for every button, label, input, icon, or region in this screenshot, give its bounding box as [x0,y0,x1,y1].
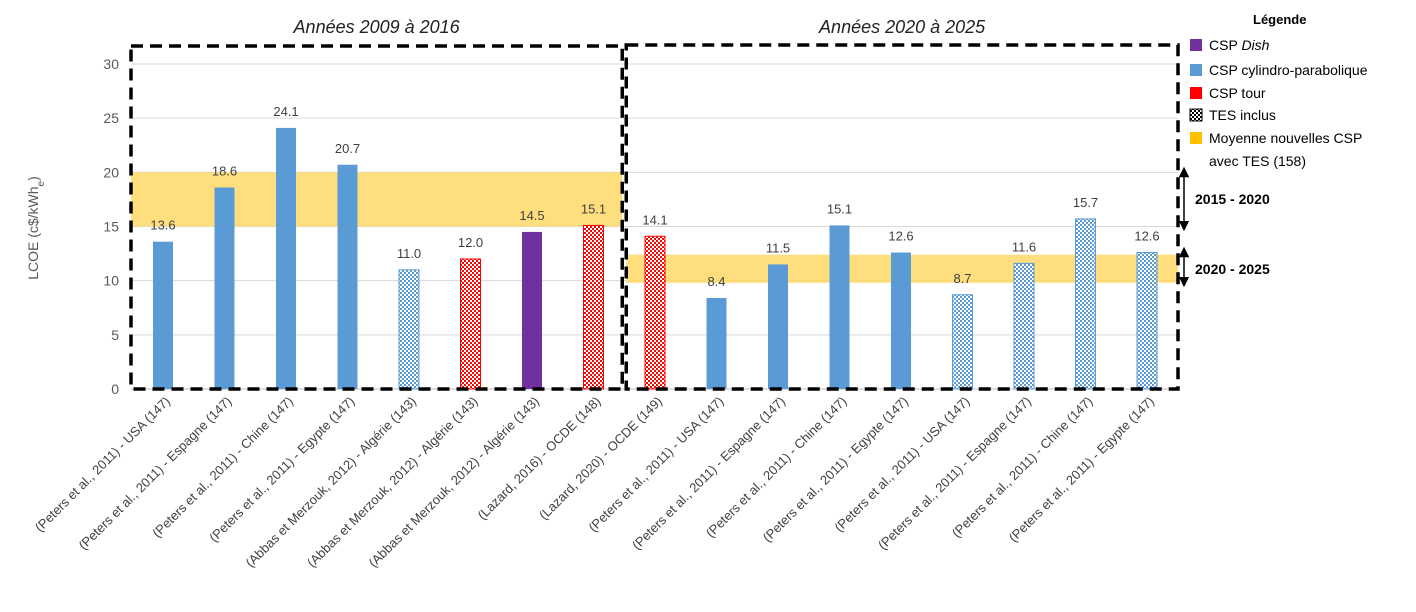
value-label-14: 11.6 [1012,239,1036,254]
legend-swatch-cyl [1190,64,1202,76]
value-label-3: 20.7 [335,141,360,156]
category-labels: (Peters et al., 2011) - USA (147) (Peters… [32,394,1157,571]
value-label-15: 15.7 [1073,195,1098,210]
value-label-2: 24.1 [273,104,298,119]
bars [153,127,1158,390]
value-label-12: 12.6 [888,229,913,244]
legend-label-emphasis: Dish [1241,37,1269,53]
legend-swatch-tes [1189,108,1203,122]
bar-2 [276,127,296,390]
bar-15 [1075,218,1096,390]
bar-16 [1136,252,1158,390]
value-label-0: 13.6 [150,218,175,233]
y-axis-label: LCOE (c$/kWhe) [25,176,47,280]
bar-8 [644,235,666,390]
legend-swatch-band [1190,132,1202,144]
band-range-label-0: 2015 - 2020 [1195,191,1270,207]
y-tick-label: 15 [103,219,119,235]
panel-title-1: Années 2020 à 2025 [818,17,986,37]
value-label-4: 11.0 [397,246,421,261]
value-labels: 13.6 18.6 24.1 20.7 11.0 12.0 14.5 15.1 14.1 8.4 1… [150,104,1159,289]
panel-frames [129,43,1180,391]
bar-7 [583,224,604,390]
legend-swatch-tour [1190,87,1202,99]
value-label-5: 12.0 [458,235,483,250]
bar-12 [891,252,911,389]
y-tick-label: 5 [111,327,119,343]
bar-5 [460,258,481,390]
bar-0 [153,241,173,389]
value-label-9: 8.4 [707,274,725,289]
value-label-7: 15.1 [581,201,606,216]
legend-swatch-dish [1190,39,1202,51]
legend: Légende CSP Dish CSP cylindro-parabolique C… [1189,12,1368,169]
category-label-0: (Peters et al., 2011) - USA (147) [32,394,173,535]
legend-label-dish: CSP Dish [1209,37,1270,53]
y-axis-label-end: ) [25,176,41,181]
legend-label-tour: CSP tour [1209,85,1266,101]
category-label-9: (Peters et al., 2011) - USA (147) [585,394,726,535]
y-axis: 0 5 10 15 20 25 30 LCOE (c$/kWhe) [25,56,119,397]
bar-11 [829,225,850,389]
legend-title: Légende [1253,12,1306,27]
legend-label-tes: TES inclus [1209,107,1276,123]
value-label-11: 15.1 [827,201,852,216]
bar-14 [1013,262,1035,390]
legend-label-band: Moyenne nouvelles CSP [1209,130,1362,146]
panel-titles: Années 2009 à 2016 Années 2020 à 2025 [293,17,987,37]
value-label-6: 14.5 [519,208,544,223]
y-axis-label-subscript: e [36,180,47,186]
bar-3 [337,164,358,389]
band-range-markers: 2015 - 2020 2020 - 2025 [1178,166,1270,288]
bar-1 [214,187,235,389]
panel-frame-1 [624,43,1180,391]
average-band-0 [131,172,623,227]
y-tick-label: 20 [103,164,119,180]
bar-9 [706,298,727,389]
y-tick-label: 30 [103,56,119,72]
value-label-10: 11.5 [766,240,790,255]
bar-10 [768,264,788,389]
band-range-label-1: 2020 - 2025 [1195,261,1270,277]
category-label-8: (Lazard, 2020) - OCDE (149) [536,394,665,523]
category-label-13: (Peters et al., 2011) - USA (147) [831,394,972,535]
panel-title-0: Années 2009 à 2016 [293,17,461,37]
bar-13 [952,294,973,390]
value-label-8: 14.1 [642,212,667,227]
y-tick-label: 25 [103,110,119,126]
legend-label-cyl: CSP cylindro-parabolique [1209,62,1368,78]
bar-6 [522,231,542,389]
category-label-7: (Lazard, 2016) - OCDE (148) [474,394,603,523]
value-label-13: 8.7 [953,271,971,286]
legend-label-band-line2: avec TES (158) [1209,153,1306,169]
value-label-1: 18.6 [212,164,237,179]
y-tick-label: 10 [103,273,119,289]
y-tick-label: 0 [111,381,119,397]
bar-4 [398,269,420,390]
value-label-16: 12.6 [1134,229,1159,244]
